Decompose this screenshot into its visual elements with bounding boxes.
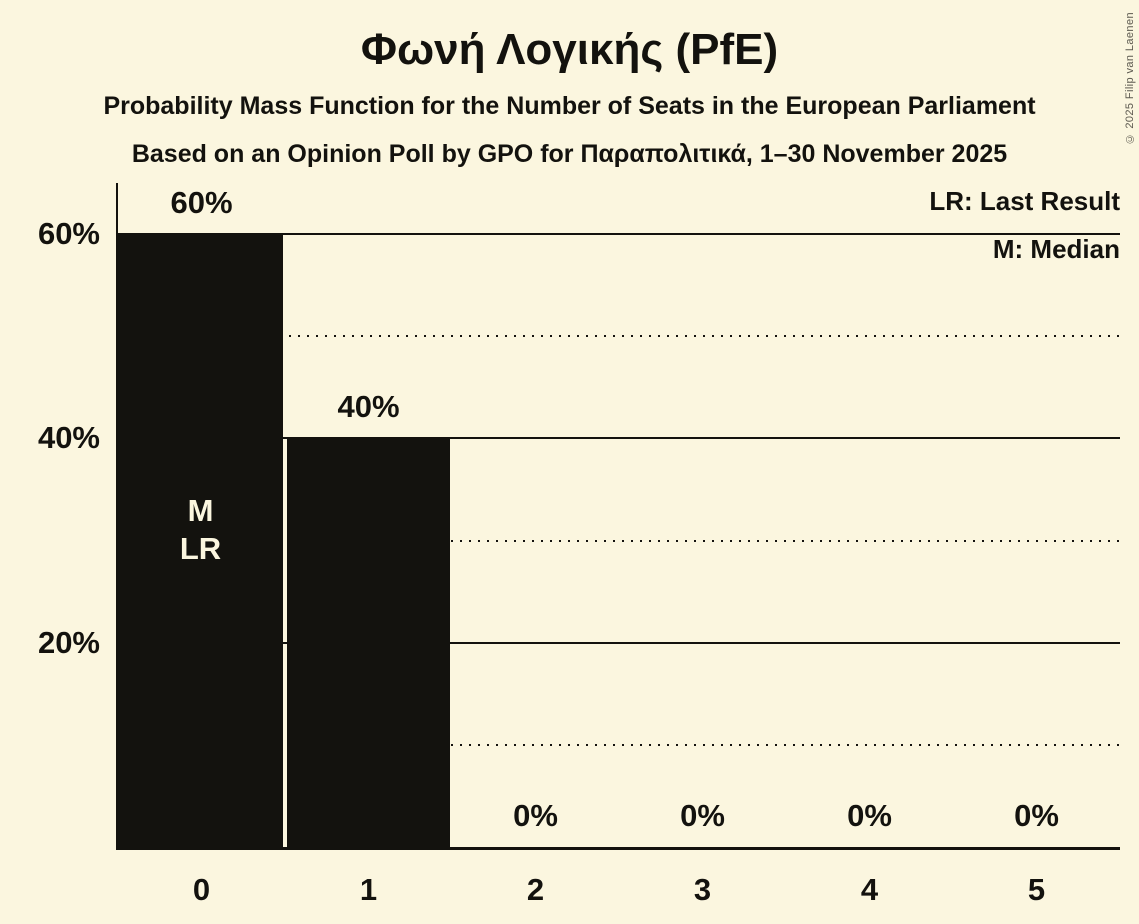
- chart-source-line: Based on an Opinion Poll by GPO for Παρα…: [131, 140, 1008, 168]
- x-axis-label-3: 3: [693, 872, 712, 907]
- gridline-solid-20: [118, 641, 1120, 644]
- bar-slot-5: 0%: [953, 183, 1120, 847]
- y-tick-label-40: 40%: [37, 420, 100, 456]
- gridline-solid-60: [118, 233, 1120, 236]
- x-axis-label-5: 5: [1027, 872, 1046, 907]
- x-axis-label-0: 0: [192, 872, 211, 907]
- legend-median: M: Median: [992, 234, 1120, 264]
- x-axis-labels: 0 1 2 3 4 5: [118, 871, 1120, 909]
- bar-value-label-5: 0%: [1014, 798, 1059, 833]
- bar-slot-3: 0%: [619, 183, 786, 847]
- bar-value-label-3: 0%: [680, 798, 725, 833]
- bar-annotation-line-m: M: [187, 492, 214, 528]
- legend: LR: Last Result M: Median: [929, 188, 1120, 262]
- bar-0: M LR: [118, 234, 283, 847]
- bar-slot-1: 40%: [285, 183, 452, 847]
- bar-slot-2: 0%: [452, 183, 619, 847]
- plot-area: M LR 60% 40% 0% 0% 0% 0% 60% 40% 20%: [38, 183, 1120, 850]
- gridline-solid-40: [118, 437, 1120, 440]
- bar-value-label-2: 0%: [513, 798, 558, 833]
- gridline-dotted-10: [118, 743, 1120, 746]
- gridline-dotted-30: [118, 539, 1120, 542]
- legend-last-result: LR: Last Result: [929, 186, 1120, 216]
- y-tick-label-20: 20%: [37, 624, 100, 660]
- x-axis-label-1: 1: [359, 872, 378, 907]
- bar-slot-0: M LR 60%: [118, 183, 285, 847]
- copyright-notice: © 2025 Filip van Laenen: [1124, 12, 1136, 145]
- gridline-dotted-50: [118, 335, 1120, 338]
- bar-annotation-line-lr: LR: [179, 530, 222, 566]
- bar-value-label-4: 0%: [847, 798, 892, 833]
- bar-slot-4: 0%: [786, 183, 953, 847]
- y-tick-label-60: 60%: [37, 216, 100, 252]
- x-axis-label-2: 2: [526, 872, 545, 907]
- bar-annotation-0: M LR: [118, 492, 283, 568]
- x-axis-line: [116, 847, 1120, 850]
- bars: M LR 60% 40% 0% 0% 0% 0%: [118, 183, 1120, 847]
- bar-1: [287, 438, 450, 847]
- y-axis-line: [116, 183, 118, 847]
- bar-value-label-1: 40%: [337, 389, 400, 425]
- x-axis-label-4: 4: [860, 872, 879, 907]
- bar-value-label-0: 60%: [170, 185, 233, 221]
- chart-subtitle: Probability Mass Function for the Number…: [103, 92, 1036, 120]
- page-title: Φωνή Λογικής (PfE): [360, 25, 779, 74]
